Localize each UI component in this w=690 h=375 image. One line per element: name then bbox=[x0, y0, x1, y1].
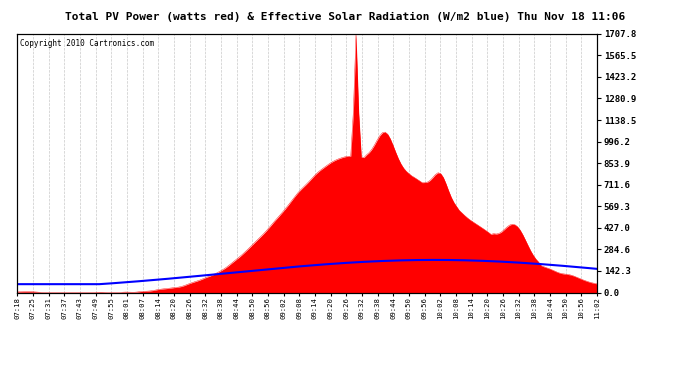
Text: Copyright 2010 Cartronics.com: Copyright 2010 Cartronics.com bbox=[20, 39, 155, 48]
Text: Total PV Power (watts red) & Effective Solar Radiation (W/m2 blue) Thu Nov 18 11: Total PV Power (watts red) & Effective S… bbox=[65, 12, 625, 22]
